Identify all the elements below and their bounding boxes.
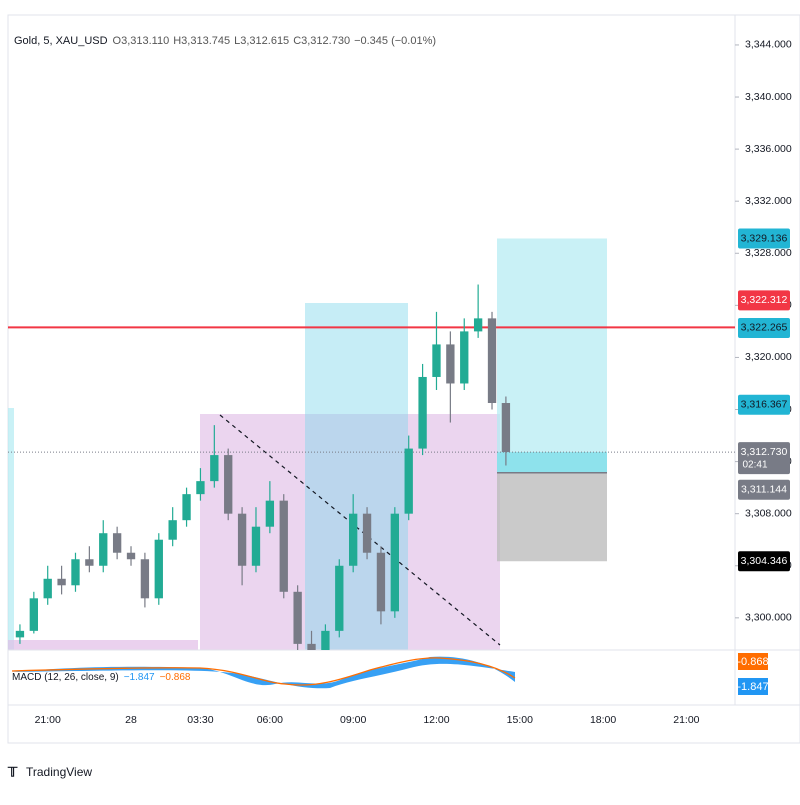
candle-body — [196, 481, 205, 495]
price-badge — [738, 290, 790, 311]
candle-body — [390, 513, 399, 612]
price-badge-label: 3,322.312 — [741, 294, 788, 306]
candle-body — [279, 500, 288, 592]
candle-body — [404, 448, 413, 514]
price-badge-label: 3,304.346 — [741, 555, 788, 567]
signal-line — [11, 657, 516, 686]
ohlc: H3,313.745 — [173, 35, 230, 47]
price-badge-label: 3,312.730 — [741, 446, 788, 458]
price-badge-label: 3,311.144 — [741, 484, 787, 496]
range-box — [8, 408, 14, 650]
price-badge — [738, 442, 790, 475]
stop-zone — [497, 472, 607, 562]
x-tick-label: 15:00 — [507, 714, 533, 726]
candle-body — [251, 526, 261, 566]
candle-body — [15, 630, 25, 638]
macd-title: MACD (12, 26, close, 9) — [12, 672, 119, 683]
candle-body — [99, 533, 108, 566]
price-badge-label: 3,316.367 — [741, 399, 788, 411]
price-badge — [738, 551, 790, 572]
x-tick-label: 09:00 — [340, 714, 366, 726]
candle-body — [487, 318, 497, 404]
price-badge — [738, 394, 790, 415]
candle-body — [446, 344, 455, 384]
ohlc: O3,313.110 — [113, 35, 170, 47]
candle-body — [85, 559, 94, 566]
candle-body — [460, 331, 469, 384]
candle-body — [265, 500, 275, 527]
price-badge — [738, 228, 790, 249]
x-tick-label: 03:30 — [187, 714, 213, 726]
candle-body — [182, 494, 191, 521]
candle-body — [57, 578, 66, 586]
candle-body — [112, 533, 122, 553]
candle-body — [210, 455, 219, 482]
candle-body — [154, 539, 163, 599]
candle-body — [473, 318, 483, 332]
candle-body — [335, 565, 344, 631]
macd-badge-label: -1.847 — [737, 681, 768, 693]
candle-body — [321, 630, 330, 650]
y-tick-label: 3,336.000 — [745, 143, 792, 155]
x-tick-label: 06:00 — [257, 714, 283, 726]
candle-body — [432, 344, 441, 377]
candle-body — [71, 559, 80, 586]
y-tick-label: 3,340.000 — [745, 91, 792, 103]
x-tick-label: 18:00 — [590, 714, 616, 726]
title: Gold, 5, XAU_USD O3,313.110 H3,313.745 L3,3… — [14, 35, 436, 47]
candle-body — [501, 403, 511, 453]
y-tick-label: 3,332.000 — [745, 195, 792, 207]
position-tool — [497, 238, 607, 562]
symbol: Gold, 5, XAU_USD — [14, 35, 108, 47]
signal-value: −0.868 — [160, 672, 191, 683]
candle-body — [43, 578, 52, 599]
profit-fill — [497, 452, 607, 473]
range-box — [8, 640, 198, 650]
y-tick-label: 3,308.000 — [745, 507, 792, 519]
target-zone — [497, 238, 607, 473]
candle-body — [140, 559, 150, 599]
signal-badge — [738, 653, 768, 670]
candle-body — [362, 513, 372, 553]
change: −0.345 (−0.01%) — [354, 35, 436, 47]
signal-badge-label: -0.868 — [737, 656, 768, 668]
candle-body — [307, 643, 316, 650]
price-badge-label: 3,329.136 — [741, 232, 788, 244]
x-tick-label: 21:00 — [35, 714, 61, 726]
price-badge-label: 3,322.265 — [741, 322, 788, 334]
candle-body — [376, 552, 386, 612]
brand-logo: 𝕋 — [7, 764, 18, 779]
macd-value: −1.847 — [124, 672, 155, 683]
candle-body — [418, 376, 427, 449]
y-tick-label: 3,344.000 — [745, 39, 792, 51]
candle-body — [126, 552, 136, 560]
countdown: 02:41 — [742, 460, 767, 471]
candles — [15, 284, 511, 650]
price-badge — [738, 479, 790, 500]
candle-body — [293, 591, 302, 644]
macd-legend: MACD (12, 26, close, 9) −1.847 −0.868 — [12, 672, 191, 683]
x-tick-label: 21:00 — [673, 714, 699, 726]
ohlc: L3,312.615 — [234, 35, 289, 47]
macd-histogram — [12, 656, 515, 689]
candle-body — [29, 598, 38, 631]
brand: TradingView — [26, 765, 92, 779]
y-tick-label: 3,320.000 — [745, 351, 792, 363]
candle-body — [237, 513, 247, 566]
ohlc: C3,312.730 — [293, 35, 350, 47]
candle-body — [224, 455, 233, 514]
x-tick-label: 28 — [125, 714, 137, 726]
candle-body — [349, 513, 358, 566]
candle-body — [168, 520, 177, 540]
price-badge — [738, 317, 790, 338]
x-tick-label: 12:00 — [423, 714, 449, 726]
macd-badge — [738, 678, 768, 695]
y-tick-label: 3,300.000 — [745, 612, 792, 624]
y-tick-label: 3,328.000 — [745, 247, 792, 259]
